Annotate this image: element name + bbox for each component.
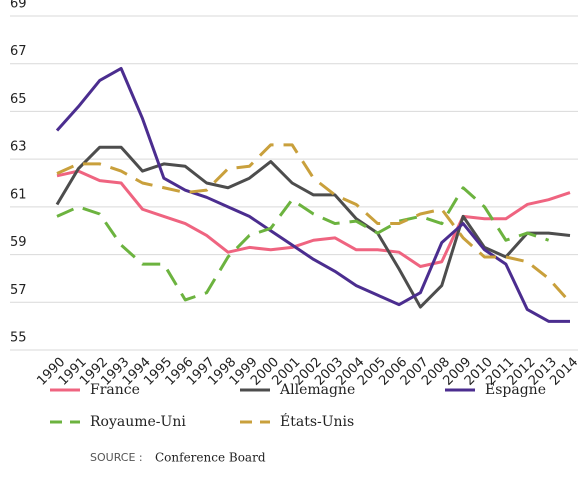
y-tick-label: 63 (10, 140, 27, 155)
series-line (56, 143, 572, 304)
legend-label: Royaume-Uni (90, 414, 186, 430)
source-text: Conference Board (155, 451, 266, 465)
y-tick-label: 57 (10, 283, 27, 298)
series-line (56, 186, 550, 302)
legend-label: Allemagne (279, 382, 355, 398)
y-tick-label: 55 (10, 331, 27, 346)
y-tick-label: 61 (10, 187, 27, 202)
y-tick-label: 65 (10, 92, 27, 107)
series-line (55, 66, 570, 323)
series-line (56, 169, 571, 268)
legend-label: France (90, 382, 140, 398)
legend-label: Espagne (485, 382, 546, 398)
y-tick-label: 59 (10, 235, 27, 250)
y-tick-label: 69 (10, 0, 27, 12)
y-tick-label: 67 (10, 44, 27, 59)
legend-label: États-Unis (280, 412, 354, 430)
source-label: SOURCE : (90, 451, 143, 464)
series-line (55, 145, 571, 309)
